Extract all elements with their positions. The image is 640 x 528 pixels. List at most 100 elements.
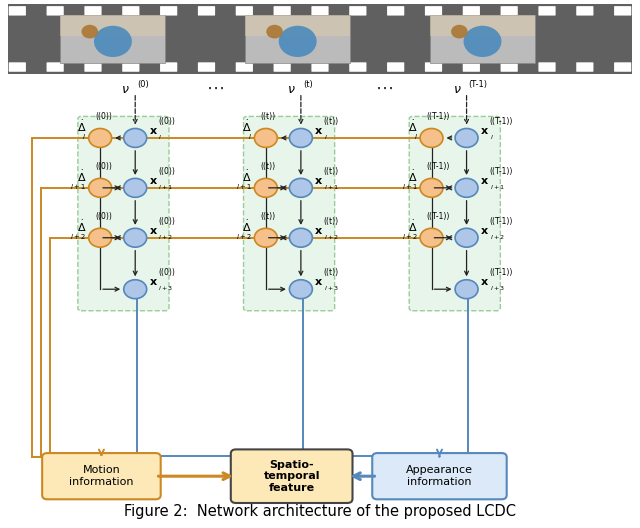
Text: Motion
information: Motion information bbox=[69, 465, 134, 487]
Text: $\mathbf{x}$: $\mathbf{x}$ bbox=[314, 226, 323, 236]
Text: $\nu$: $\nu$ bbox=[452, 83, 461, 96]
FancyBboxPatch shape bbox=[84, 62, 102, 72]
Circle shape bbox=[420, 128, 443, 147]
FancyBboxPatch shape bbox=[60, 14, 166, 63]
FancyBboxPatch shape bbox=[198, 6, 215, 15]
FancyBboxPatch shape bbox=[538, 62, 556, 72]
Text: $_{l+3}$: $_{l+3}$ bbox=[490, 284, 504, 293]
Circle shape bbox=[124, 280, 147, 299]
FancyBboxPatch shape bbox=[425, 6, 442, 15]
Text: ((t)): ((t)) bbox=[324, 117, 339, 126]
Text: $_{l+3}$: $_{l+3}$ bbox=[158, 284, 173, 293]
Circle shape bbox=[279, 26, 317, 57]
Text: $\mathbf{x}$: $\mathbf{x}$ bbox=[314, 126, 323, 136]
Text: ((0)): ((0)) bbox=[95, 112, 112, 121]
FancyBboxPatch shape bbox=[312, 6, 328, 15]
FancyBboxPatch shape bbox=[8, 4, 632, 74]
FancyBboxPatch shape bbox=[576, 62, 593, 72]
FancyBboxPatch shape bbox=[160, 62, 177, 72]
FancyBboxPatch shape bbox=[425, 62, 442, 72]
Circle shape bbox=[124, 128, 147, 147]
Text: $\mathbf{x}$: $\mathbf{x}$ bbox=[148, 126, 157, 136]
Circle shape bbox=[455, 128, 478, 147]
Text: $_{l+1}$: $_{l+1}$ bbox=[70, 182, 86, 192]
Circle shape bbox=[254, 228, 277, 247]
Text: $\dot{\Delta}$: $\dot{\Delta}$ bbox=[77, 219, 86, 234]
Circle shape bbox=[455, 280, 478, 299]
Text: $_{l}$: $_{l}$ bbox=[248, 132, 252, 142]
Circle shape bbox=[463, 26, 502, 57]
Text: ((0)): ((0)) bbox=[95, 162, 112, 171]
FancyBboxPatch shape bbox=[349, 6, 367, 15]
Text: $_{l+1}$: $_{l+1}$ bbox=[158, 183, 173, 192]
Circle shape bbox=[266, 25, 283, 39]
Text: (0): (0) bbox=[137, 80, 149, 89]
Text: $_{l}$: $_{l}$ bbox=[82, 132, 86, 142]
FancyBboxPatch shape bbox=[122, 62, 140, 72]
FancyBboxPatch shape bbox=[430, 14, 535, 63]
Text: $\mathbf{x}$: $\mathbf{x}$ bbox=[480, 176, 489, 186]
Text: $\mathbf{x}$: $\mathbf{x}$ bbox=[480, 226, 489, 236]
Text: $_{l+3}$: $_{l+3}$ bbox=[324, 284, 339, 293]
Text: ((t)): ((t)) bbox=[324, 216, 339, 225]
Text: ((T-1)): ((T-1)) bbox=[426, 162, 450, 171]
Text: $\cdots$: $\cdots$ bbox=[206, 79, 224, 97]
Circle shape bbox=[289, 178, 312, 197]
FancyBboxPatch shape bbox=[614, 62, 631, 72]
Circle shape bbox=[420, 228, 443, 247]
Text: $\dot{\Delta}$: $\dot{\Delta}$ bbox=[408, 219, 417, 234]
FancyBboxPatch shape bbox=[60, 14, 166, 36]
Text: $_{l+2}$: $_{l+2}$ bbox=[490, 233, 504, 242]
Text: ((0)): ((0)) bbox=[95, 212, 112, 221]
Circle shape bbox=[455, 228, 478, 247]
Text: $_{l+2}$: $_{l+2}$ bbox=[158, 233, 173, 242]
Circle shape bbox=[289, 128, 312, 147]
Text: $_{l+2}$: $_{l+2}$ bbox=[236, 232, 252, 242]
Text: $\dot{\Delta}$: $\dot{\Delta}$ bbox=[77, 168, 86, 184]
Text: $_{l+1}$: $_{l+1}$ bbox=[490, 183, 504, 192]
Text: $_{l+2}$: $_{l+2}$ bbox=[401, 232, 417, 242]
Circle shape bbox=[89, 228, 111, 247]
FancyBboxPatch shape bbox=[430, 14, 535, 36]
FancyBboxPatch shape bbox=[9, 6, 26, 15]
Text: $\mathbf{x}$: $\mathbf{x}$ bbox=[314, 176, 323, 186]
Text: ((t)): ((t)) bbox=[324, 268, 339, 277]
Text: ((T-1)): ((T-1)) bbox=[426, 112, 450, 121]
FancyBboxPatch shape bbox=[387, 62, 404, 72]
Text: ((0)): ((0)) bbox=[158, 216, 175, 225]
FancyBboxPatch shape bbox=[47, 62, 64, 72]
FancyBboxPatch shape bbox=[244, 116, 335, 311]
Text: ((T-1)): ((T-1)) bbox=[490, 216, 513, 225]
Circle shape bbox=[289, 280, 312, 299]
Circle shape bbox=[89, 178, 111, 197]
FancyBboxPatch shape bbox=[160, 6, 177, 15]
Text: ((t)): ((t)) bbox=[260, 112, 276, 121]
FancyBboxPatch shape bbox=[312, 62, 328, 72]
FancyBboxPatch shape bbox=[500, 62, 518, 72]
Text: $\dot{\Delta}$: $\dot{\Delta}$ bbox=[243, 119, 252, 134]
Text: $_{l+2}$: $_{l+2}$ bbox=[70, 232, 86, 242]
Text: $\dot{\Delta}$: $\dot{\Delta}$ bbox=[77, 119, 86, 134]
Text: $\nu$: $\nu$ bbox=[287, 83, 296, 96]
Text: Spatio-
temporal
feature: Spatio- temporal feature bbox=[264, 459, 320, 493]
FancyBboxPatch shape bbox=[409, 116, 500, 311]
Circle shape bbox=[124, 178, 147, 197]
Text: $\mathbf{x}$: $\mathbf{x}$ bbox=[314, 277, 323, 287]
FancyBboxPatch shape bbox=[463, 62, 480, 72]
FancyBboxPatch shape bbox=[576, 6, 593, 15]
Text: $\cdots$: $\cdots$ bbox=[375, 79, 393, 97]
FancyBboxPatch shape bbox=[349, 62, 367, 72]
FancyBboxPatch shape bbox=[84, 6, 102, 15]
Circle shape bbox=[289, 228, 312, 247]
Text: Appearance
information: Appearance information bbox=[406, 465, 473, 487]
Text: $_{l}$: $_{l}$ bbox=[413, 132, 417, 142]
Text: $\mathbf{x}$: $\mathbf{x}$ bbox=[480, 277, 489, 287]
Text: ((T-1)): ((T-1)) bbox=[490, 117, 513, 126]
Text: $_{l+2}$: $_{l+2}$ bbox=[324, 233, 339, 242]
FancyBboxPatch shape bbox=[273, 62, 291, 72]
Text: (T-1): (T-1) bbox=[468, 80, 488, 89]
Text: $_{l}$: $_{l}$ bbox=[490, 133, 493, 142]
FancyBboxPatch shape bbox=[236, 62, 253, 72]
Circle shape bbox=[254, 178, 277, 197]
Text: $\dot{\Delta}$: $\dot{\Delta}$ bbox=[408, 168, 417, 184]
